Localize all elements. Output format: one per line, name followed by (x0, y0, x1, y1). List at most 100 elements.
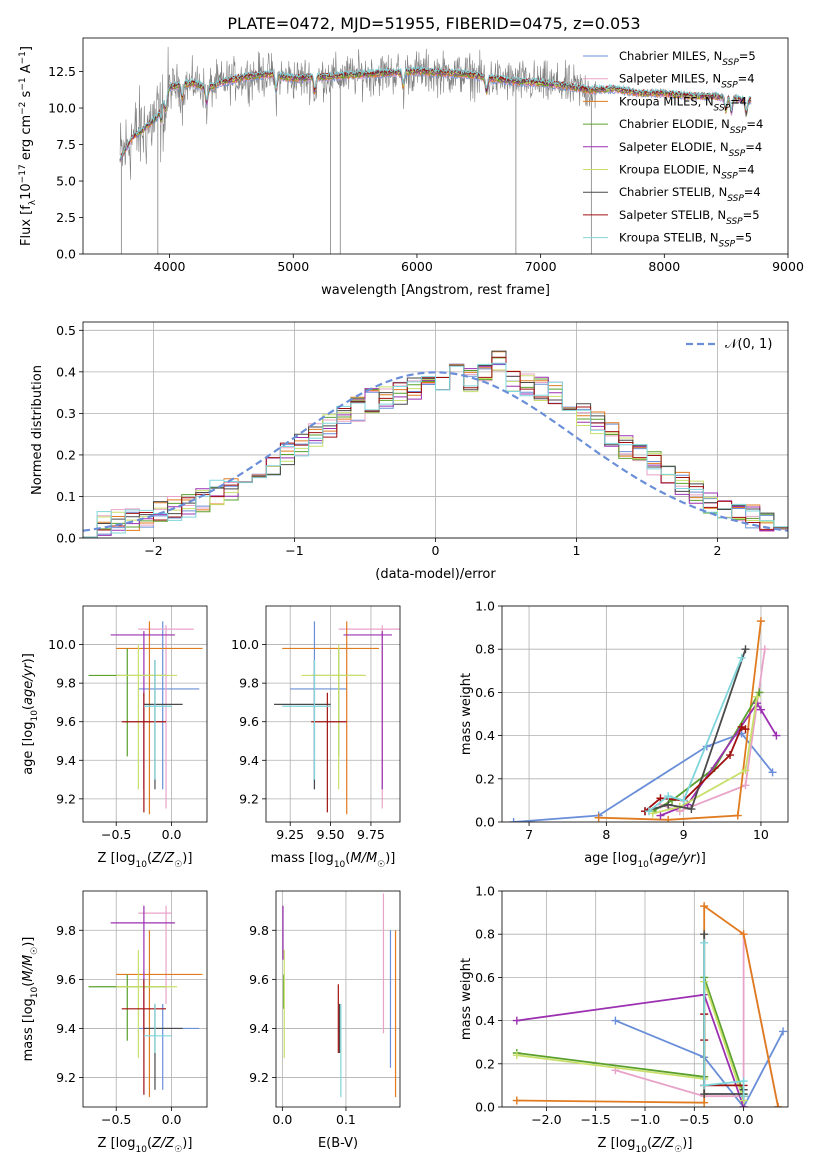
x-tick-label: 5000 (277, 259, 309, 274)
y-tick-label: 1.0 (475, 884, 495, 899)
label-part: Z [log (98, 1136, 136, 1151)
label-part: −1 (18, 77, 28, 90)
mass-weight-line (652, 696, 758, 815)
data-marker (679, 796, 688, 805)
data-marker (700, 1081, 709, 1090)
y-tick-label: 9.4 (249, 1021, 269, 1036)
data-marker (739, 1077, 748, 1086)
label-part: Chabrier ELODIE, N (619, 117, 730, 131)
y-tick-label: 1.0 (475, 599, 495, 614)
x-tick-label: 9.50 (317, 827, 345, 842)
label-part: =5 (739, 49, 756, 63)
data-marker (760, 645, 769, 654)
y-tick-label: 9.6 (56, 714, 76, 729)
label-part: =4 (738, 163, 755, 177)
label-part: ☉ (30, 947, 40, 955)
legend-label: 𝒩(0, 1) (725, 337, 772, 352)
x-tick-label: 6000 (401, 259, 433, 274)
x-tick-label: 7 (525, 827, 533, 842)
y-axis-label: mass [log10(M/M☉)] (21, 937, 40, 1062)
grid (502, 890, 788, 1108)
x-tick-label: −0.5 (679, 1112, 709, 1127)
label-part: E(B-V) (318, 1136, 358, 1151)
y-tick-label: 0.2 (475, 771, 495, 786)
x-tick-label: 8000 (648, 259, 680, 274)
x-tick-label: 0.0 (162, 827, 182, 842)
data-marker (741, 766, 750, 775)
data-marker (656, 794, 665, 803)
data-marker (700, 1098, 709, 1107)
legend-label: Salpeter ELODIE, NSSP=4 (619, 140, 762, 159)
panel-age_vs_Z: −0.5 0.09.29.49.69.810.0Z [log10(Z/Z☉)]ag… (21, 605, 208, 870)
panel-age_vs_mass: 9.25 9.50 9.75 9.2 9.4 9.6 9.8 10.0 mass [log10(… (231, 605, 401, 870)
label-part: Salpeter MILES, N (619, 72, 721, 86)
label-part: Salpeter ELODIE, N (619, 140, 729, 154)
x-axis-label: wavelength [Angstrom, rest frame] (321, 283, 550, 298)
data-marker (512, 1096, 521, 1105)
label-part: SSP (721, 172, 738, 182)
label-part: =4 (738, 72, 755, 86)
data-marker (700, 930, 709, 939)
x-tick-label: 10 (753, 827, 769, 842)
y-tick-label: 9.2 (56, 1070, 76, 1085)
mass-weight-line (644, 648, 747, 813)
plot-area (88, 905, 203, 1098)
y-tick-label: 0.8 (475, 642, 495, 657)
plot-area (512, 902, 788, 1107)
y-tick-label: 9.4 (56, 1021, 76, 1036)
legend-label: Chabrier STELIB, NSSP=4 (619, 185, 761, 204)
mass-weight-line (615, 1019, 784, 1107)
label-part: Z/Z (651, 1136, 675, 1151)
label-part: 10 (30, 710, 40, 722)
label-part: ☉ (377, 860, 385, 870)
mass-weight-line (516, 993, 745, 1107)
label-part: ☉ (174, 860, 182, 870)
label-part: 10 (334, 860, 346, 870)
label-part: )] (682, 1136, 692, 1151)
axes-frame (265, 605, 401, 823)
axes-frame (82, 321, 789, 539)
y-tick-label: 9.8 (249, 923, 269, 938)
data-marker (733, 811, 742, 820)
y-tick-label: 0.4 (56, 364, 76, 379)
data-marker (768, 768, 777, 777)
data-marker (756, 617, 765, 626)
gaussian-curve (83, 371, 788, 532)
x-tick-label: 0.0 (162, 1112, 182, 1127)
y-tick-label: 9.2 (249, 1070, 269, 1085)
x-tick-label: 9.75 (357, 827, 385, 842)
data-marker (741, 725, 750, 734)
data-marker (664, 800, 673, 809)
label-part: A (19, 64, 34, 77)
label-part: Z [log (598, 1136, 636, 1151)
y-tick-label: 9.6 (239, 714, 259, 729)
label-part: SSP (714, 103, 731, 113)
plot-area (119, 46, 752, 254)
panel-spectrum: 4000 5000 6000 7000 8000 9000 0.0 2.5 5.0 7.5 10.0… (18, 37, 804, 298)
y-tick-label: 9.2 (56, 791, 76, 806)
x-tick-label: 0.0 (734, 1112, 754, 1127)
label-part: SSP (719, 240, 736, 250)
data-marker (755, 688, 764, 697)
label-part: =4 (745, 140, 762, 154)
label-part: Kroupa STELIB, N (619, 231, 719, 245)
y-tick-label: 0.2 (475, 1056, 495, 1071)
data-marker (700, 1090, 709, 1099)
data-marker (726, 751, 735, 760)
label-part: SSP (729, 149, 746, 159)
label-part: )] (385, 851, 395, 866)
x-tick-label: 9000 (772, 259, 804, 274)
y-tick-label: 10.0 (231, 637, 259, 652)
label-part: 10 (135, 860, 147, 870)
label-part: mass [log (271, 851, 334, 866)
model-spectrum-line (119, 65, 752, 160)
legend-label: Kroupa STELIB, NSSP=5 (619, 231, 752, 250)
label-part: ( (21, 982, 36, 987)
y-tick-label: 9.6 (56, 972, 76, 987)
label-part: )] (182, 1136, 192, 1151)
grid (266, 606, 400, 822)
y-tick-label: 9.4 (56, 753, 76, 768)
label-part: Z [log (98, 851, 136, 866)
panel-residuals: −2 −1 0 1 2 0.0 0.1 0.2 0.3 0.4 0.5 𝒩(0, 1) (data-mo… (30, 321, 789, 582)
y-tick-label: 9.8 (56, 676, 76, 691)
